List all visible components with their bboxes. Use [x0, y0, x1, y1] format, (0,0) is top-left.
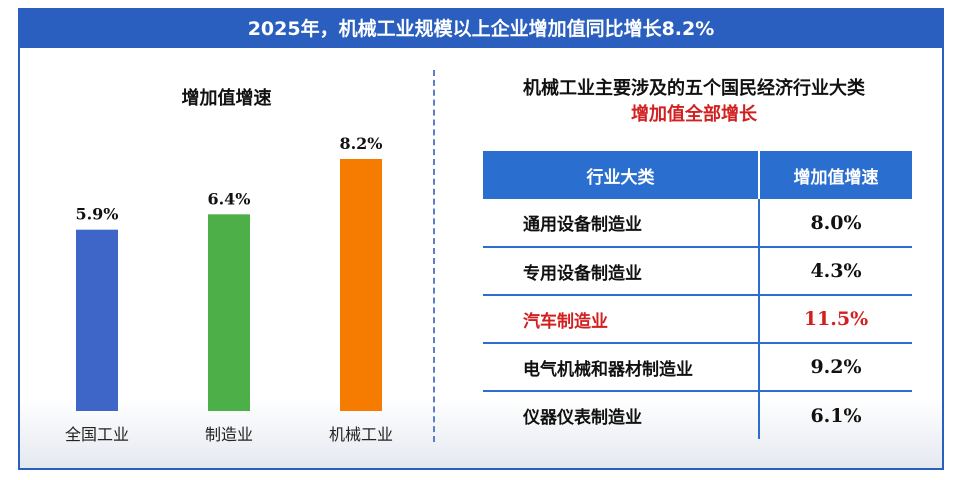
category-label: 机械工业 [329, 425, 393, 444]
category-label: 制造业 [205, 425, 253, 444]
table-row: 仪器仪表制造业 6.1% [483, 391, 912, 439]
row-growth: 6.1% [810, 404, 862, 427]
row-category: 汽车制造业 [483, 295, 760, 344]
category-label: 全国工业 [65, 425, 129, 444]
table-subtitle: 增加值全部增长 [631, 104, 757, 125]
bar-value-label: 5.9% [75, 205, 118, 224]
table-row-highlighted: 汽车制造业 11.5% [483, 295, 912, 344]
table-row: 专用设备制造业 4.3% [483, 247, 912, 296]
table-header-row: 行业大类 增加值增速 [483, 151, 912, 199]
header-category: 行业大类 [483, 151, 760, 199]
row-growth: 4.3% [759, 247, 912, 296]
table-title: 机械工业主要涉及的五个国民经济行业大类 [523, 78, 865, 99]
row-growth: 9.2% [759, 343, 912, 392]
section-divider [433, 70, 435, 442]
bar-chart: 5.9% 全国工业 6.4% 制造业 8.2% 机械工业 [65, 134, 393, 444]
bottom-shade [20, 398, 942, 468]
table-row: 通用设备制造业 8.0% [483, 199, 912, 248]
row-category: 专用设备制造业 [483, 247, 760, 296]
industry-table: 行业大类 增加值增速 通用设备制造业 8.0% 专用设备制造业 4.3% 汽车制… [483, 151, 912, 439]
row-growth: 11.5% [759, 295, 912, 344]
banner-title: 2025年，机械工业规模以上企业增加值同比增长8.2% [20, 10, 942, 48]
row-category: 电气机械和器材制造业 [483, 343, 760, 392]
bar-2 [208, 214, 250, 411]
infographic-frame: 2025年，机械工业规模以上企业增加值同比增长8.2% 增加值增速 5.9% 全国… [18, 8, 944, 470]
chart-title: 增加值增速 [181, 88, 272, 109]
row-category: 仪器仪表制造业 [483, 391, 760, 439]
table-row: 电气机械和器材制造业 9.2% [483, 343, 912, 392]
bar-1 [76, 229, 118, 411]
row-growth: 8.0% [759, 199, 912, 248]
bar-value-label: 8.2% [339, 134, 382, 153]
bar-value-label: 6.4% [207, 189, 250, 208]
bar-3 [340, 159, 382, 411]
header-growth: 增加值增速 [759, 151, 912, 199]
row-category: 通用设备制造业 [483, 199, 760, 248]
